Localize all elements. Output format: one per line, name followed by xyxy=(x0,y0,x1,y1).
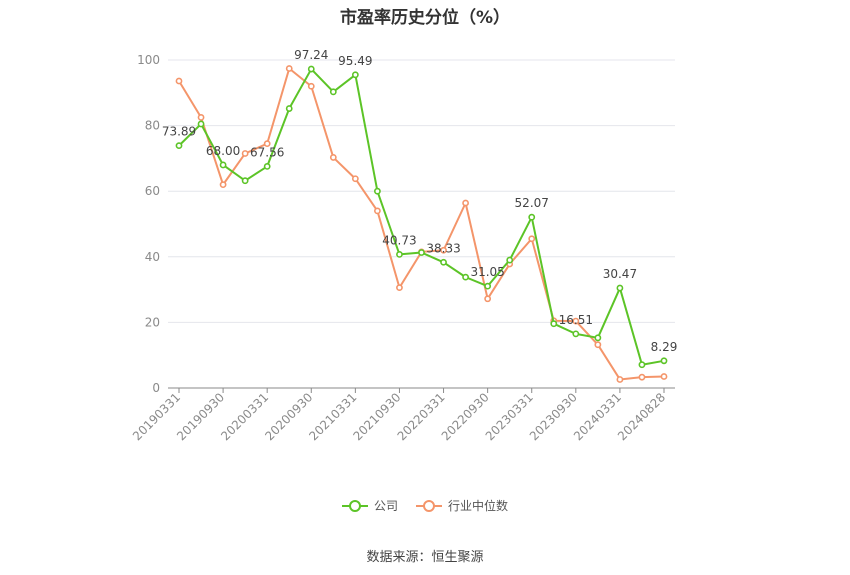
company-data-label: 95.49 xyxy=(338,54,372,68)
industry-median-data-point xyxy=(572,317,580,325)
y-tick-label: 80 xyxy=(145,119,160,133)
industry-median-data-point xyxy=(351,175,359,183)
data-labels: 73.89 68.00 67.56 97.24 95.49 40.73 38.33 31.05… xyxy=(162,48,678,354)
company-data-point xyxy=(241,177,249,185)
company-data-label: 40.73 xyxy=(382,233,416,247)
y-tick-label: 40 xyxy=(145,250,160,264)
data-source: 数据来源：恒生聚源 xyxy=(366,550,484,565)
industry-median-data-point xyxy=(329,154,337,161)
company-data-point xyxy=(572,330,580,338)
industry-median-data-point xyxy=(638,373,646,381)
y-tick-label: 100 xyxy=(137,53,160,67)
industry-median-data-point xyxy=(307,82,315,90)
company-data-label: 8.29 xyxy=(651,340,678,354)
industry-median-data-point xyxy=(660,373,668,380)
company-data-point xyxy=(594,334,602,342)
company-data-point xyxy=(396,251,403,258)
company-data-point xyxy=(616,284,624,292)
grid-lines xyxy=(168,59,675,323)
company-data-label: 30.47 xyxy=(603,267,637,281)
company-data-label: 16.51 xyxy=(559,313,593,327)
industry-median-data-point xyxy=(484,295,492,303)
legend-label-company: 公司 xyxy=(373,499,398,513)
company-data-point xyxy=(550,320,558,328)
industry-median-data-point xyxy=(241,150,249,157)
axes: 0204060801002019033120190930202003312020… xyxy=(130,53,675,443)
industry-median-data-point xyxy=(462,199,469,207)
industry-median-data-point xyxy=(616,376,624,383)
company-data-point xyxy=(374,187,381,195)
company-data-label: 52.07 xyxy=(515,196,549,210)
company-data-point xyxy=(263,163,271,170)
y-tick-label: 60 xyxy=(145,184,160,198)
industry-median-data-point xyxy=(396,284,403,292)
chart-title: 市盈率历史分位（%） xyxy=(339,8,511,28)
legend-company-marker xyxy=(341,499,368,512)
industry-median-data-point xyxy=(440,246,447,254)
industry-median-data-point xyxy=(374,207,381,215)
company-data-point xyxy=(506,256,514,264)
company-data-point xyxy=(638,361,646,369)
industry-median-data-point xyxy=(175,77,183,85)
company-data-point xyxy=(440,258,447,266)
legend-item-company[interactable]: 公司 xyxy=(341,497,398,514)
company-data-label: 68.00 xyxy=(206,144,240,158)
company-data-label: 97.24 xyxy=(294,48,328,62)
x-tick-label: 20240828 xyxy=(615,390,668,443)
company-data-point xyxy=(329,88,337,96)
legend-industry-median-marker xyxy=(416,499,442,512)
company-data-point xyxy=(197,120,205,128)
industry-median-data-point xyxy=(263,140,271,148)
industry-median-data-point xyxy=(197,114,205,121)
company-data-point xyxy=(175,142,183,150)
company-data-point xyxy=(418,249,425,256)
legend: 公司 行业中位数 xyxy=(0,497,850,514)
company-data-label: 67.56 xyxy=(250,145,284,159)
company-data-point xyxy=(307,65,315,73)
company-data-point xyxy=(351,71,359,79)
company-data-label: 73.89 xyxy=(162,125,196,139)
company-data-point xyxy=(462,273,469,281)
company-data-point xyxy=(660,357,668,365)
company-data-label: 31.05 xyxy=(470,265,504,279)
series-lines xyxy=(175,65,668,383)
y-tick-label: 0 xyxy=(152,381,160,395)
industry-median-data-point xyxy=(528,235,536,243)
legend-label-industry-median: 行业中位数 xyxy=(448,499,509,513)
company-data-label: 38.33 xyxy=(426,241,460,255)
company-data-point xyxy=(528,213,536,221)
y-tick-label: 20 xyxy=(145,315,160,329)
industry-median-series-line xyxy=(178,67,665,381)
company-data-point xyxy=(219,161,227,169)
legend-item-industry-median[interactable]: 行业中位数 xyxy=(416,497,508,514)
company-data-point xyxy=(484,282,492,290)
industry-median-data-point xyxy=(285,65,293,72)
industry-median-data-point xyxy=(594,341,602,349)
industry-median-data-point xyxy=(219,181,227,189)
company-data-point xyxy=(285,105,293,112)
